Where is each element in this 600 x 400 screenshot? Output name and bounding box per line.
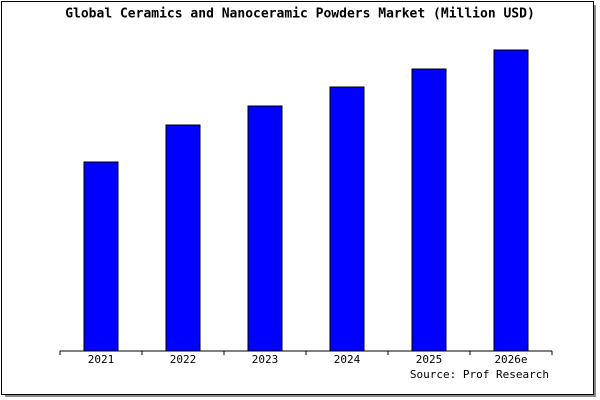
bar: [493, 49, 529, 352]
bar: [83, 161, 119, 352]
bar: [329, 86, 365, 352]
x-tick-label: 2026e: [494, 353, 527, 366]
x-tick-label: 2024: [334, 353, 361, 366]
source: Source: Prof Research: [410, 368, 549, 381]
bar: [165, 124, 201, 352]
bar: [411, 68, 447, 352]
bar: [247, 105, 283, 352]
x-tick-label: 2023: [252, 353, 279, 366]
chart-title: Global Ceramics and Nanoceramic Powders …: [65, 7, 535, 22]
x-tick-label: 2025: [416, 353, 443, 366]
x-tick-label: 2021: [88, 353, 115, 366]
x-tick-label: 2022: [170, 353, 197, 366]
